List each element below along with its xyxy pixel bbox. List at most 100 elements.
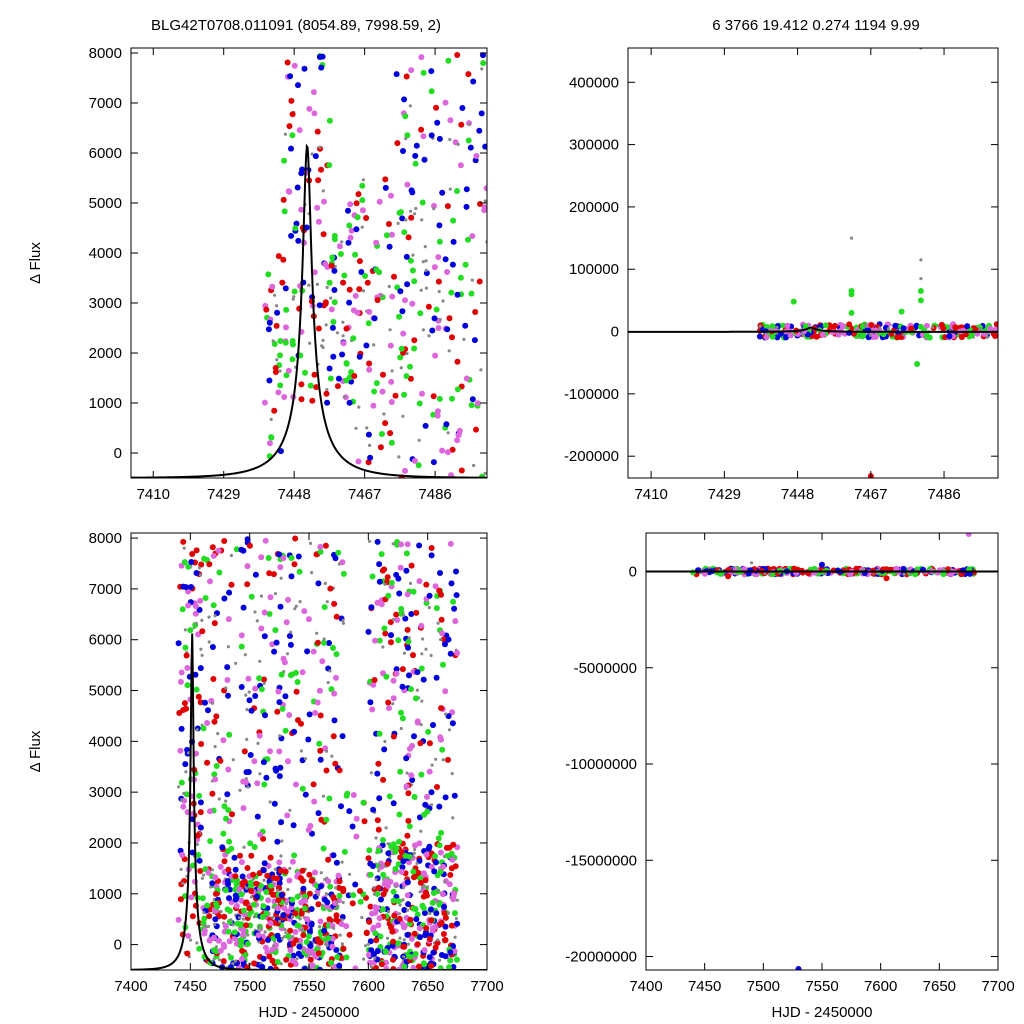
data-point [221,803,228,810]
data-point [248,888,254,894]
x-tick-label: 7486 [418,486,451,503]
data-point [476,127,483,134]
data-point [333,613,340,620]
data-point [317,756,324,763]
data-point [321,189,325,193]
data-point [228,954,234,961]
data-point [330,852,337,859]
data-point [245,675,252,682]
data-point [327,883,334,890]
data-point [400,148,406,154]
data-point [302,369,308,376]
data-point [284,931,288,935]
data-point [206,913,213,920]
data-point [200,618,204,623]
data-point [283,956,290,963]
data-point [403,373,410,380]
data-point [266,570,273,577]
data-point [446,911,451,915]
data-point [334,886,338,890]
data-point [442,256,449,263]
data-point [292,910,299,917]
data-point [384,860,391,867]
data-point [341,621,345,625]
plot-area [131,52,487,478]
data-point [404,281,411,288]
data-point [289,111,296,118]
data-point [822,322,829,329]
data-point [243,899,250,906]
data-point [315,282,319,286]
data-point [238,643,245,650]
data-point [265,897,272,904]
data-point [404,892,411,899]
data-point [418,54,425,61]
data-point [260,867,267,874]
data-point [386,705,392,712]
data-point [453,935,457,939]
data-point [329,296,333,300]
data-point [240,805,247,812]
x-tick-label: 7410 [137,486,170,503]
data-point [376,561,383,568]
data-point [209,544,216,551]
data-point [317,747,324,754]
outlier-point [914,361,921,367]
data-point [447,949,454,956]
data-point [483,185,487,192]
data-point [264,872,271,879]
x-tick-label: 7448 [781,486,814,503]
data-point [244,964,251,970]
data-point [279,854,283,858]
x-tick-label: 7600 [352,978,385,995]
data-point [298,206,305,213]
data-point [226,731,233,738]
data-point [280,655,287,662]
data-point [442,99,449,106]
data-point [221,943,228,950]
data-point [311,110,318,117]
data-point [987,325,994,332]
data-point [404,626,411,633]
data-point [277,564,284,571]
data-point [308,906,315,912]
data-point [439,637,443,642]
data-point [305,616,312,623]
data-point [938,321,945,328]
data-point [366,918,373,925]
data-point [253,610,257,614]
x-tick-label: 7467 [348,486,381,503]
data-point [343,360,350,367]
data-point [263,774,270,781]
data-point [201,915,208,922]
data-point [404,132,411,139]
data-point [201,927,208,934]
data-point [407,636,411,640]
data-point [429,327,436,334]
data-point [402,938,406,942]
data-point [431,868,438,875]
data-point [212,897,216,902]
data-point [326,795,333,802]
data-point [193,686,200,693]
data-point [451,890,457,897]
data-point [204,720,211,726]
data-point [329,254,336,261]
data-point [442,937,449,943]
data-point [211,718,218,725]
data-point [204,759,211,766]
data-point [375,847,382,854]
data-point [433,605,440,612]
data-point [187,627,194,634]
data-point [418,665,425,672]
data-point [278,892,285,898]
data-point [189,849,196,856]
x-tick-label: 7650 [411,978,444,995]
data-point [177,896,184,903]
data-point [283,928,287,932]
plot-frame [130,47,488,479]
data-point [256,732,263,739]
data-point [217,757,224,764]
data-points [690,533,978,970]
data-point [763,334,770,341]
